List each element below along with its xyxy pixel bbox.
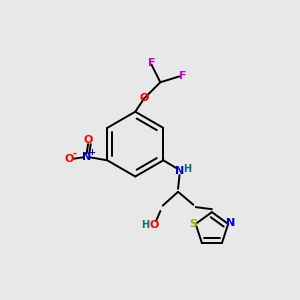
Text: H: H	[183, 164, 191, 174]
Text: O: O	[140, 94, 149, 103]
Text: -: -	[72, 148, 76, 158]
Text: N: N	[82, 152, 91, 162]
Text: O: O	[64, 154, 74, 164]
Text: N: N	[226, 218, 235, 228]
Text: +: +	[88, 148, 95, 157]
Text: O: O	[83, 135, 93, 145]
Text: H: H	[142, 220, 150, 230]
Text: O: O	[150, 220, 159, 230]
Text: N: N	[175, 166, 184, 176]
Text: S: S	[189, 219, 197, 229]
Text: F: F	[178, 71, 186, 81]
Text: F: F	[148, 58, 155, 68]
